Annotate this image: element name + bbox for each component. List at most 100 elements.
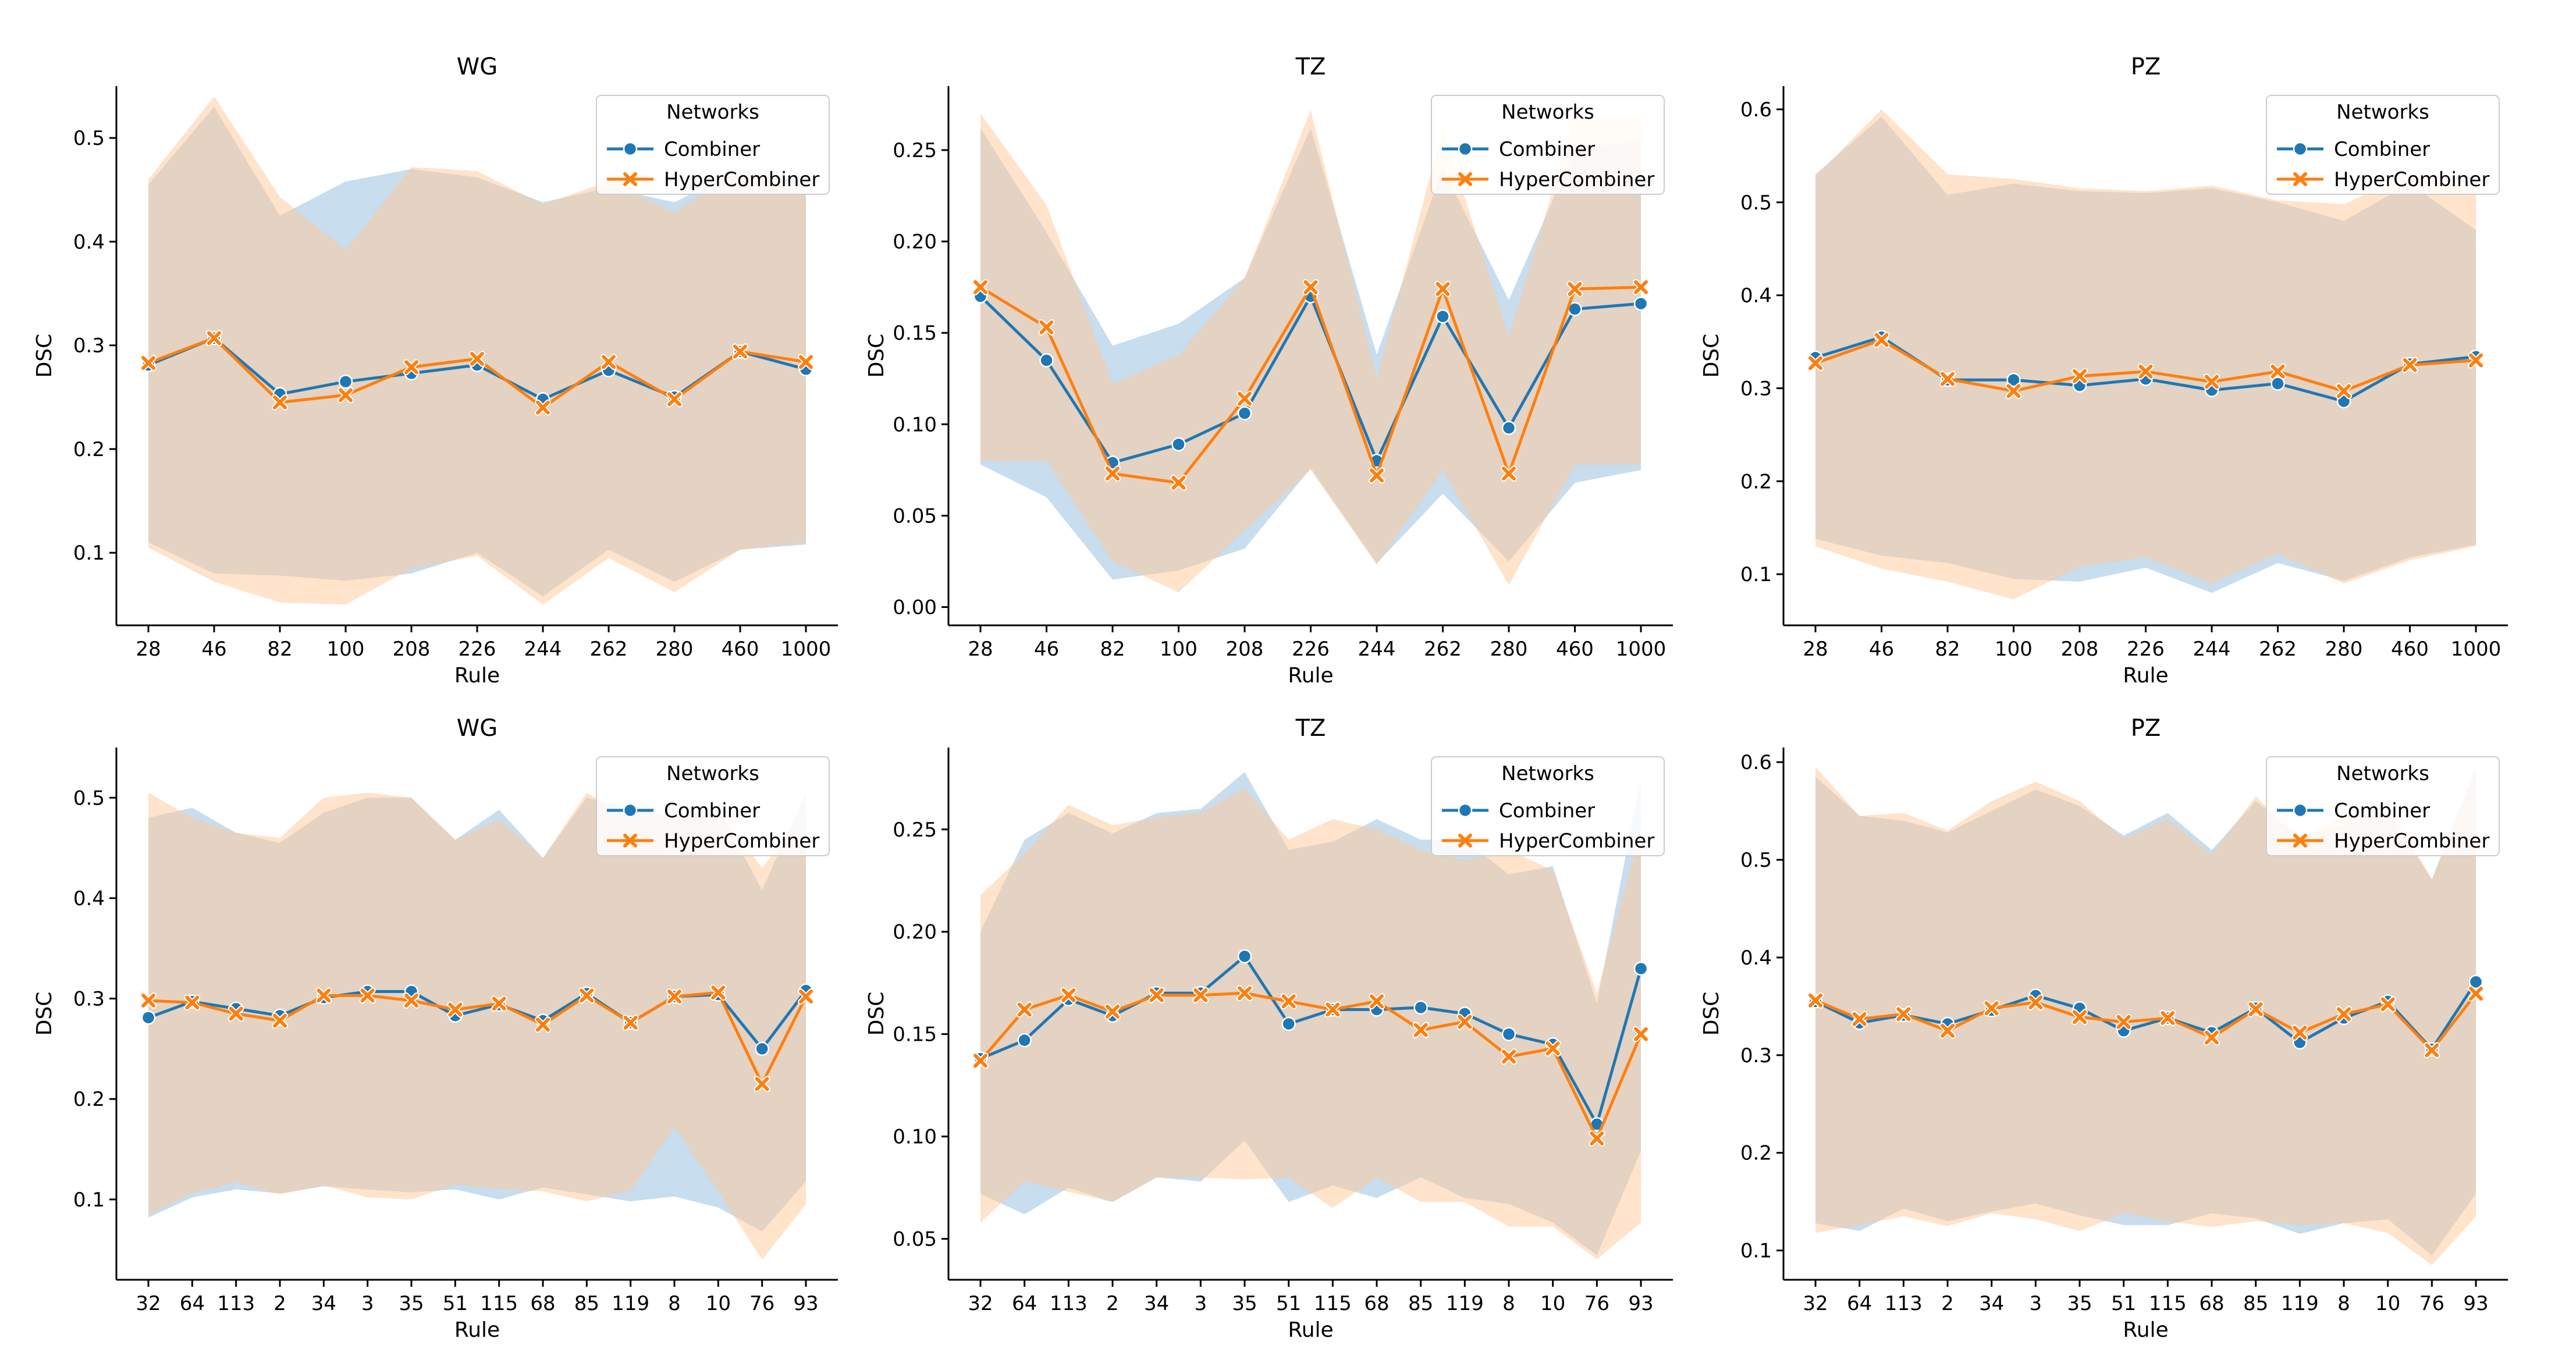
chart-0-point-hypercombiner [337, 387, 354, 404]
chart-0-ytick-label: 0.5 [73, 127, 105, 150]
chart-1-point-combiner [1436, 309, 1450, 324]
chart-0-point-hypercombiner [798, 354, 814, 371]
chart-2-xtick-label: 262 [2259, 638, 2297, 661]
chart-3-ytick-label: 0.2 [73, 1088, 105, 1111]
chart-4-xtick-label: 93 [1628, 1292, 1653, 1315]
chart-0-xtick-label: 208 [393, 638, 431, 661]
chart-1-point-hypercombiner [1633, 279, 1649, 296]
chart-3-xtick-label: 32 [136, 1292, 161, 1315]
chart-4-xtick-label: 68 [1364, 1292, 1389, 1315]
chart-3-point-hypercombiner [710, 984, 727, 1001]
chart-4-xtick-label: 3 [1195, 1292, 1207, 1315]
chart-1-point-hypercombiner [1501, 465, 1517, 482]
chart-5-legend-label-combiner: Combiner [2334, 799, 2430, 823]
chart-3-legend-marker [623, 803, 638, 818]
chart-0-xtick-label: 82 [267, 638, 292, 661]
chart-4-legend-marker [1458, 834, 1472, 848]
chart-1-legend-marker [1458, 172, 1472, 186]
chart-5-point-hypercombiner [2115, 1013, 2132, 1030]
chart-0-xtick-label: 244 [524, 638, 562, 661]
chart-3-xlabel: Rule [454, 1318, 500, 1342]
chart-4-point-combiner [1237, 949, 1252, 964]
chart-4-xtick-label: 85 [1408, 1292, 1433, 1315]
chart-4-line-combiner [980, 955, 1643, 1126]
chart-4-xtick-label: 115 [1314, 1292, 1352, 1315]
chart-3-point-hypercombiner [622, 1015, 639, 1031]
chart-2-xtick-label: 226 [2127, 638, 2165, 661]
chart-4-band-hypercombiner [980, 788, 1641, 1259]
chart-5-point-hypercombiner [1807, 992, 1824, 1009]
chart-1-xtick-label: 28 [968, 638, 993, 661]
chart-1-legend-label-combiner: Combiner [1499, 138, 1595, 161]
chart-0-point-hypercombiner [206, 330, 222, 347]
chart-5-ytick-label: 0.2 [1740, 1142, 1772, 1165]
chart-0-band-hypercombiner [148, 96, 806, 605]
chart-5-xtick-label: 68 [2199, 1292, 2224, 1315]
chart-4-xtick-label: 76 [1584, 1292, 1609, 1315]
chart-2-point-hypercombiner [2401, 357, 2418, 373]
chart-5-band-hypercombiner [1815, 767, 2476, 1265]
chart-1-xlabel: Rule [1288, 664, 1333, 688]
chart-3-point-hypercombiner [228, 1005, 244, 1022]
chart-3-legend-box [596, 756, 830, 856]
chart-3-xtick-label: 51 [443, 1292, 468, 1315]
chart-3-point-hypercombiner [184, 994, 201, 1011]
chart-2-point-hypercombiner [2005, 383, 2022, 400]
chart-1-ytick-label: 0.10 [893, 413, 937, 436]
chart-4-title: TZ [1295, 715, 1326, 742]
chart-4-xtick-label: 32 [968, 1292, 993, 1315]
chart-3-point-hypercombiner [754, 1076, 770, 1092]
chart-5-legend-label-hypercombiner: HyperCombiner [2334, 830, 2489, 853]
chart-3-xtick-label: 10 [706, 1292, 731, 1315]
chart-4-point-combiner [1633, 961, 1648, 976]
chart-5-point-hypercombiner [2027, 994, 2044, 1011]
chart-5-xtick-label: 10 [2375, 1292, 2400, 1315]
chart-3-panel: 0.1 0.2 0.3 0.4 0.5 32 64 113 2 34 3 35 51 115 68 85 119… [33, 715, 838, 1342]
chart-2-point-hypercombiner [2269, 363, 2286, 380]
chart-5-xtick-label: 119 [2281, 1292, 2319, 1315]
chart-0-point-combiner [338, 374, 353, 389]
chart-0-xtick-label: 262 [590, 638, 628, 661]
chart-0-legend-label-hypercombiner: HyperCombiner [664, 168, 819, 191]
chart-5-point-hypercombiner [1983, 1000, 2000, 1017]
chart-2-xtick-label: 100 [1995, 638, 2033, 661]
chart-1-point-hypercombiner [1566, 280, 1583, 297]
chart-2-point-combiner [2271, 376, 2285, 391]
chart-3-xtick-label: 119 [612, 1292, 649, 1315]
chart-0-point-hypercombiner [272, 394, 288, 411]
chart-1-ytick-label: 0.15 [893, 322, 937, 345]
chart-1-xtick-label: 208 [1226, 638, 1264, 661]
chart-1-ytick-label: 0.00 [893, 596, 937, 620]
chart-1-legend: Networks Combiner HyperCombiner [1431, 95, 1665, 195]
chart-4-ylabel: DSC [865, 992, 889, 1036]
chart-3-legend-label-hypercombiner: HyperCombiner [664, 830, 819, 853]
chart-1-point-hypercombiner [1434, 280, 1451, 297]
chart-1-point-hypercombiner [1038, 319, 1055, 336]
chart-5-point-hypercombiner [2159, 1010, 2176, 1027]
chart-3-point-hypercombiner [315, 987, 332, 1004]
chart-4-xtick-label: 35 [1232, 1292, 1257, 1315]
chart-2-ytick-label: 0.3 [1740, 377, 1772, 400]
chart-5-xtick-label: 51 [2111, 1292, 2136, 1315]
chart-1-band-hypercombiner [980, 109, 1641, 593]
chart-5-point-hypercombiner [2424, 1042, 2440, 1059]
chart-4-legend-title: Networks [1501, 762, 1594, 785]
chart-0-ylabel: DSC [33, 334, 56, 378]
chart-3-xtick-label: 113 [217, 1292, 255, 1315]
chart-4-point-hypercombiner [1016, 1001, 1033, 1018]
chart-4-point-hypercombiner [1192, 987, 1209, 1003]
chart-3-xtick-label: 64 [180, 1292, 205, 1315]
chart-5-ytick-label: 0.6 [1740, 751, 1772, 774]
chart-5-line-hypercombiner [1815, 992, 2477, 1052]
chart-2-legend: Networks Combiner HyperCombiner [2266, 95, 2500, 195]
chart-2-panel: 0.1 0.2 0.3 0.4 0.5 0.6 28 46 82 100 208 226 244 262 2… [1700, 54, 2508, 688]
chart-5-point-hypercombiner [2204, 1029, 2220, 1046]
chart-4-point-hypercombiner [1412, 1021, 1429, 1038]
chart-2-ytick-label: 0.2 [1740, 470, 1772, 493]
chart-2-ytick-label: 0.5 [1740, 191, 1772, 215]
chart-0-xtick-label: 280 [656, 638, 694, 661]
chart-1-ytick-label: 0.05 [893, 504, 937, 528]
chart-3-xtick-label: 3 [361, 1292, 374, 1315]
chart-1-xtick-label: 46 [1034, 638, 1059, 661]
chart-5-point-hypercombiner [1895, 1006, 1912, 1023]
